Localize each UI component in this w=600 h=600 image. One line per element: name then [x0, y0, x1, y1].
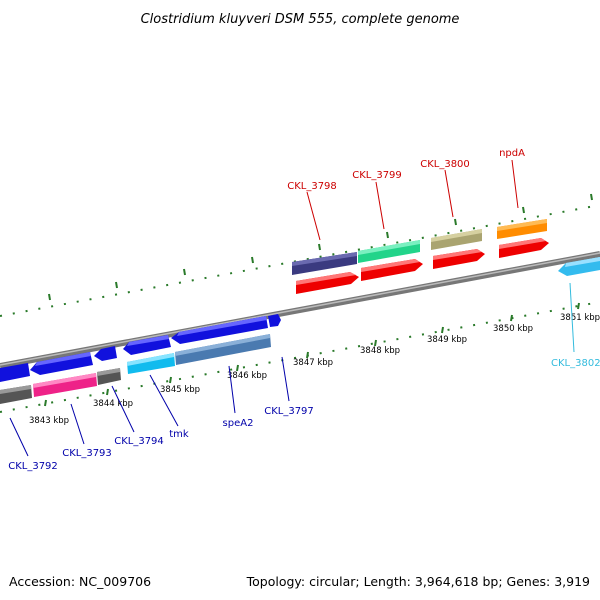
top-label-leaders	[306, 159, 519, 241]
gene-label-ckl-3802: CKL_3802	[551, 358, 600, 369]
kbp-label: 3847 kbp	[293, 358, 333, 368]
inner-major-ticks	[44, 302, 580, 407]
outer-tick-track	[0, 204, 600, 317]
blue-gene-arrow-6	[268, 314, 281, 327]
blue-gene-arrow-2	[30, 352, 93, 375]
outer-major-ticks	[48, 193, 593, 301]
gene-label-ckl-3800: CKL_3800	[420, 159, 470, 170]
red-gene-arrow-3	[433, 249, 485, 269]
kbp-label: 3845 kbp	[160, 385, 200, 395]
kbp-label: 3848 kbp	[360, 346, 400, 356]
blue-gene-arrow-1	[0, 363, 30, 382]
gene-block-spea2	[175, 334, 271, 365]
gene-label-ckl-3797: CKL_3797	[264, 406, 314, 417]
cyan-gene-arrow	[558, 257, 600, 276]
top-gene-labels: CKL_3798 CKL_3799 CKL_3800 npdA	[287, 148, 525, 192]
gene-block-ckl-3798	[292, 252, 357, 275]
gene-label-ckl-3793: CKL_3793	[62, 448, 112, 459]
gene-label-tmk: tmk	[169, 429, 189, 440]
blue-gene-arrow-5	[171, 316, 268, 344]
gene-block-ckl-3799	[358, 240, 420, 263]
bottom-label-leaders	[9, 356, 290, 457]
map-title: Clostridium kluyveri DSM 555, complete g…	[141, 12, 460, 27]
red-gene-arrow-4	[499, 238, 549, 258]
gene-block-npda	[497, 219, 547, 239]
gene-label-ckl-3799: CKL_3799	[352, 170, 402, 181]
inner-tick-track	[0, 301, 600, 413]
kbp-labels: 3843 kbp 3844 kbp 3845 kbp 3846 kbp 3847…	[29, 313, 600, 426]
bottom-gene-labels: CKL_3792 CKL_3793 CKL_3794 tmk speA2 CKL…	[8, 358, 600, 472]
genome-backbone	[0, 251, 600, 369]
blue-gene-arrow-3	[94, 346, 117, 361]
gene-block-tmk	[127, 353, 175, 374]
gene-label-ckl-3794: CKL_3794	[114, 436, 164, 447]
red-gene-arrow-2	[361, 259, 423, 281]
kbp-label: 3850 kbp	[493, 324, 533, 334]
gene-label-ckl-3792: CKL_3792	[8, 461, 58, 472]
topology-summary: Topology: circular; Length: 3,964,618 bp…	[246, 574, 590, 589]
cyan-label-leader	[569, 282, 575, 353]
gene-label-npda: npdA	[499, 148, 525, 159]
gene-block-ckl-3794	[97, 368, 121, 385]
kbp-label: 3851 kbp	[560, 313, 600, 323]
gene-label-spea2: speA2	[223, 418, 254, 429]
accession-text: Accession: NC_009706	[9, 574, 151, 589]
gene-block-ckl-3792	[0, 385, 32, 404]
kbp-label: 3844 kbp	[93, 399, 133, 409]
kbp-label: 3846 kbp	[227, 371, 267, 381]
kbp-label: 3843 kbp	[29, 416, 69, 426]
gene-block-ckl-3793	[33, 373, 97, 397]
gene-block-ckl-3800	[431, 229, 482, 250]
kbp-label: 3849 kbp	[427, 335, 467, 345]
gene-label-ckl-3798: CKL_3798	[287, 181, 337, 192]
red-gene-arrow-1	[296, 272, 359, 294]
blue-gene-arrow-4	[123, 335, 171, 355]
